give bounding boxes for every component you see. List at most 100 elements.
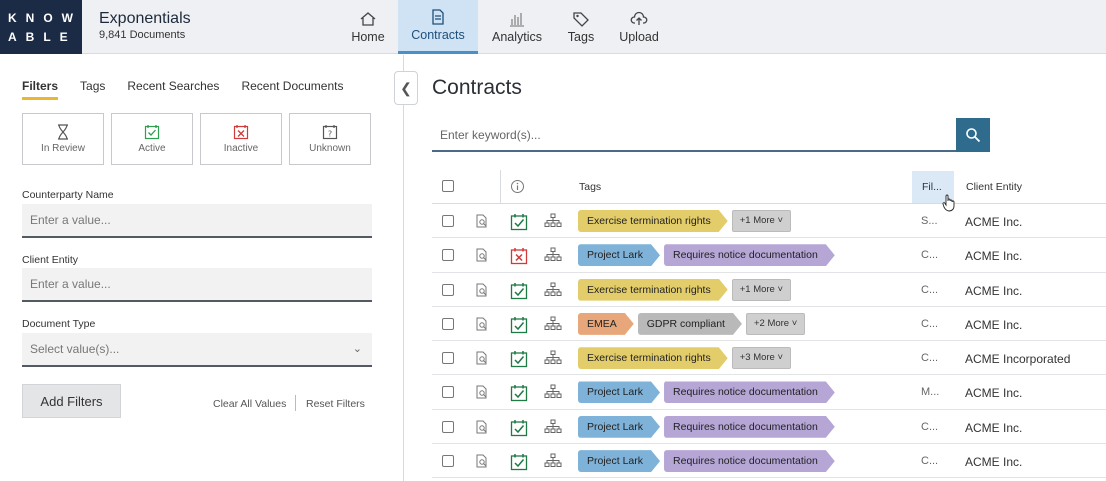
document-preview-icon[interactable] (475, 420, 489, 437)
document-preview-icon[interactable] (475, 283, 489, 300)
file-name-cell[interactable]: C... (921, 249, 939, 262)
tag-chip[interactable]: Exercise termination rights (578, 210, 728, 232)
table-row[interactable]: Exercise termination rights +3 More ˅ C...… (432, 341, 1106, 376)
clear-all-values-link[interactable]: Clear All Values (213, 398, 287, 410)
tag-chip[interactable]: Project Lark (578, 416, 660, 438)
file-name-cell[interactable]: C... (921, 317, 939, 330)
workspace-brand: Exponentials 9,841 Documents (99, 10, 191, 41)
client-entity-column-header[interactable]: Client Entity (966, 181, 1023, 193)
tab-recent-documents[interactable]: Recent Documents (241, 79, 344, 93)
file-name-cell[interactable]: C... (921, 283, 939, 296)
tag-chip[interactable]: Project Lark (578, 450, 660, 472)
document-preview-icon[interactable] (475, 317, 489, 334)
document-type-select[interactable]: Select value(s)... ⌄ (22, 333, 372, 367)
row-checkbox[interactable] (442, 249, 454, 262)
nav-tags[interactable]: Tags (556, 0, 606, 54)
file-name-cell[interactable]: M... (921, 386, 940, 399)
table-row[interactable]: Project Lark Requires notice documentatio… (432, 375, 1106, 410)
nav-home[interactable]: Home (338, 0, 398, 54)
table-row[interactable]: Project Lark Requires notice documentatio… (432, 410, 1106, 445)
tag-chip[interactable]: Requires notice documentation (664, 381, 835, 403)
document-preview-icon[interactable] (475, 454, 489, 471)
tag-list: Project Lark Requires notice documentatio… (578, 450, 839, 472)
file-name-cell[interactable]: C... (921, 352, 939, 365)
document-preview-icon[interactable] (475, 248, 489, 265)
nav-contracts[interactable]: Contracts (398, 0, 478, 54)
document-preview-icon[interactable] (475, 385, 489, 402)
table-row[interactable]: Project Lark Requires notice documentatio… (432, 444, 1106, 479)
search-button[interactable] (956, 118, 990, 152)
status-in-review-label: In Review (41, 143, 85, 154)
hierarchy-icon[interactable] (544, 384, 562, 403)
tag-list: Exercise termination rights +1 More ˅ (578, 210, 792, 232)
file-name-cell[interactable]: C... (921, 455, 939, 468)
table-row[interactable]: EMEA GDPR compliant +2 More ˅ C... ACME Inc. (432, 307, 1106, 342)
tags-column-header[interactable]: Tags (579, 181, 602, 193)
hierarchy-icon[interactable] (544, 419, 562, 438)
nav-upload[interactable]: Upload (606, 0, 672, 54)
file-name-cell[interactable]: C... (921, 420, 939, 433)
client-entity-cell: ACME Inc. (965, 249, 1023, 264)
tab-recent-searches[interactable]: Recent Searches (127, 79, 220, 93)
document-preview-icon[interactable] (475, 214, 489, 231)
knowable-logo[interactable]: KNOW ABLE (0, 0, 82, 54)
search-input[interactable]: Enter keyword(s)... (432, 118, 956, 152)
status-in-review-button[interactable]: In Review (22, 113, 104, 165)
row-checkbox[interactable] (442, 386, 454, 399)
table-row[interactable]: Project Lark Requires notice documentatio… (432, 238, 1106, 273)
hierarchy-icon[interactable] (544, 282, 562, 301)
status-inactive-button[interactable]: Inactive (200, 113, 282, 165)
inactive-status-icon (510, 247, 528, 268)
hierarchy-icon[interactable] (544, 247, 562, 266)
tag-list: EMEA GDPR compliant +2 More ˅ (578, 312, 806, 335)
nav-analytics[interactable]: Analytics (478, 0, 556, 54)
reset-filters-link[interactable]: Reset Filters (306, 398, 365, 410)
status-active-button[interactable]: Active (111, 113, 193, 165)
counterparty-label: Counterparty Name (22, 189, 114, 201)
client-entity-input[interactable]: Enter a value... (22, 268, 372, 302)
status-active-label: Active (138, 143, 166, 154)
row-checkbox[interactable] (442, 215, 454, 227)
row-checkbox[interactable] (442, 455, 454, 468)
file-name-cell[interactable]: S... (921, 215, 938, 227)
row-checkbox[interactable] (442, 283, 454, 296)
tag-chip[interactable]: Exercise termination rights (578, 279, 728, 301)
tag-chip[interactable]: Exercise termination rights (578, 347, 728, 369)
hierarchy-icon[interactable] (544, 350, 562, 369)
client-entity-cell: ACME Inc. (965, 283, 1023, 298)
tag-chip[interactable]: Project Lark (578, 381, 660, 403)
status-unknown-button[interactable]: ? Unknown (289, 113, 371, 165)
more-tags-dropdown[interactable]: +1 More ˅ (731, 210, 792, 232)
tag-chip[interactable]: Requires notice documentation (664, 244, 835, 266)
more-tags-dropdown[interactable]: +1 More ˅ (731, 278, 792, 301)
select-all-checkbox[interactable] (442, 180, 454, 192)
tag-chip[interactable]: GDPR compliant (638, 313, 742, 335)
more-tags-dropdown[interactable]: +2 More ˅ (745, 312, 806, 335)
table-body: Exercise termination rights +1 More ˅ S...… (432, 204, 1106, 479)
info-icon[interactable] (510, 179, 525, 197)
tag-chip[interactable]: Requires notice documentation (664, 416, 835, 438)
collapse-panel-button[interactable]: ❮ (394, 71, 418, 105)
tag-chip[interactable]: Requires notice documentation (664, 450, 835, 472)
table-row[interactable]: Exercise termination rights +1 More ˅ S...… (432, 204, 1106, 239)
active-status-icon (510, 213, 528, 234)
tag-chip[interactable]: Project Lark (578, 244, 660, 266)
document-preview-icon[interactable] (475, 351, 489, 368)
tag-chip[interactable]: EMEA (578, 313, 634, 335)
more-tags-dropdown[interactable]: +3 More ˅ (731, 347, 792, 370)
row-checkbox[interactable] (442, 317, 454, 330)
tab-filters[interactable]: Filters (22, 79, 59, 100)
hierarchy-icon[interactable] (544, 453, 562, 472)
add-filters-button[interactable]: Add Filters (22, 384, 121, 418)
counterparty-input[interactable]: Enter a value... (22, 204, 372, 238)
logo-line-2: ABLE (8, 30, 77, 44)
main-nav: Home Contracts Analytics Tags Upload (338, 0, 672, 54)
hierarchy-icon[interactable] (544, 316, 562, 335)
table-row[interactable]: Exercise termination rights +1 More ˅ C...… (432, 273, 1106, 307)
row-checkbox[interactable] (442, 420, 454, 433)
row-checkbox[interactable] (442, 352, 454, 365)
status-inactive-label: Inactive (223, 143, 259, 154)
nav-analytics-label: Analytics (491, 29, 543, 44)
tab-tags[interactable]: Tags (80, 79, 106, 93)
hierarchy-icon[interactable] (544, 213, 562, 232)
